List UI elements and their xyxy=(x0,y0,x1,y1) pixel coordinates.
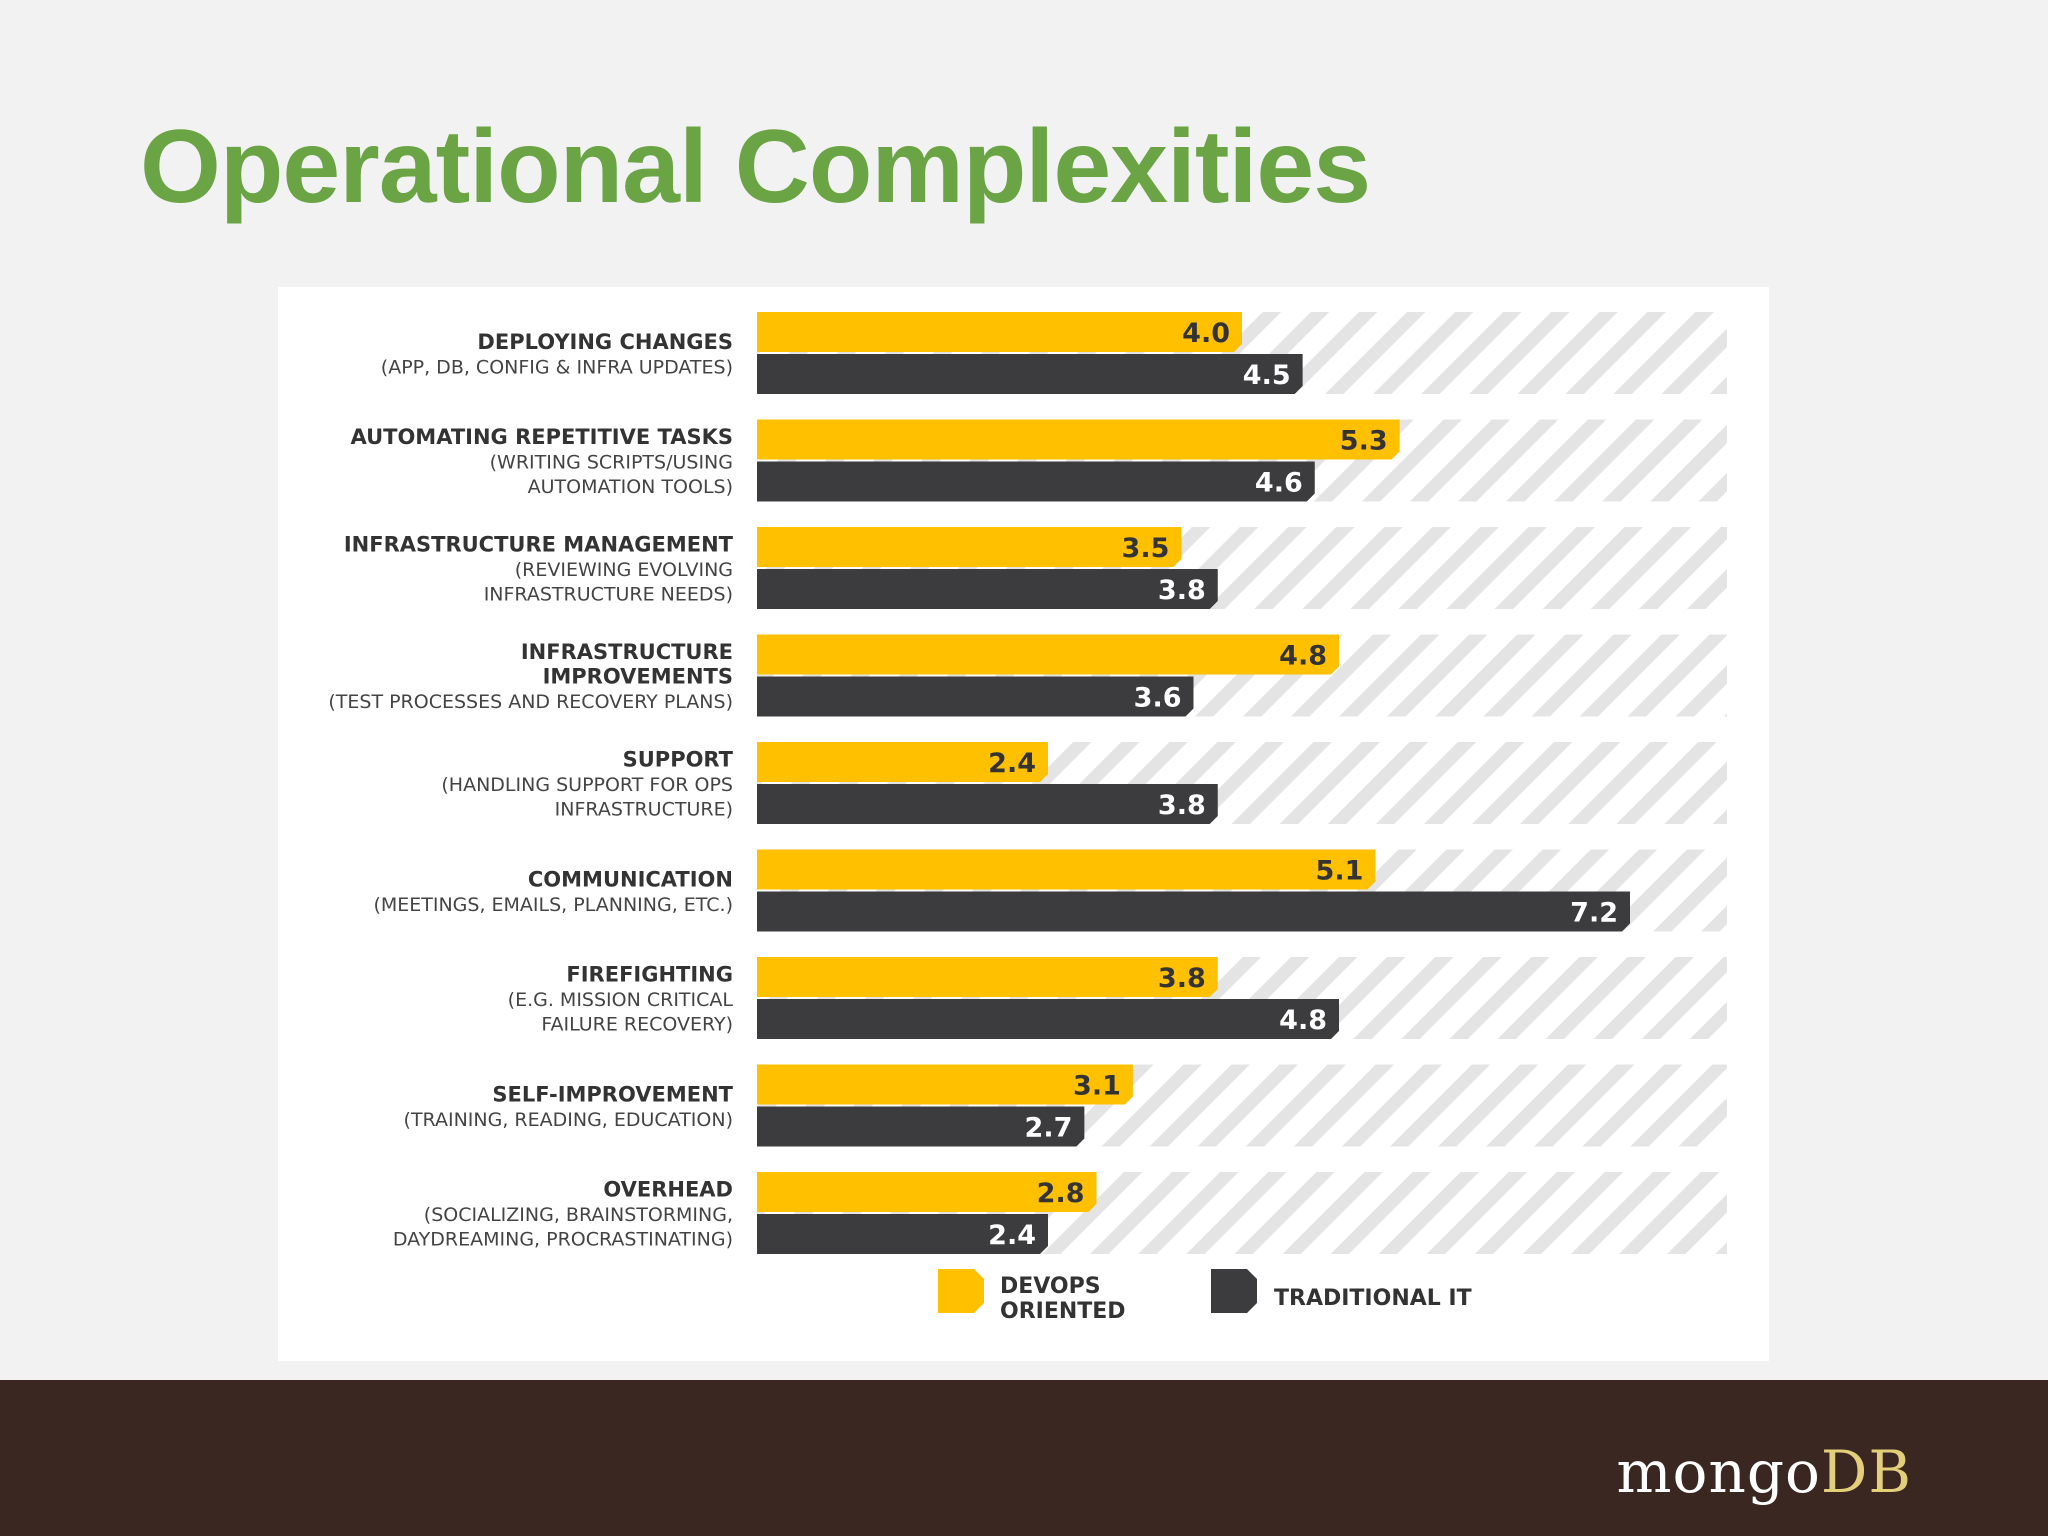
category-title: INFRASTRUCTURE MANAGEMENT xyxy=(344,533,734,557)
devops-value-label: 3.5 xyxy=(1122,533,1170,564)
traditional-bar xyxy=(757,784,1218,824)
traditional-bar xyxy=(757,1214,1048,1254)
traditional-value-label: 3.6 xyxy=(1134,683,1182,714)
category-title: SUPPORT xyxy=(623,748,734,772)
traditional-value-label: 2.7 xyxy=(1025,1113,1073,1144)
traditional-bar xyxy=(757,569,1218,609)
devops-legend-label: DEVOPS xyxy=(1000,1274,1101,1299)
traditional-legend-swatch xyxy=(1211,1269,1257,1313)
traditional-value-label: 4.6 xyxy=(1255,468,1303,499)
category-title: IMPROVEMENTS xyxy=(543,665,733,689)
devops-value-label: 3.1 xyxy=(1073,1071,1121,1102)
traditional-bar xyxy=(757,461,1315,502)
traditional-value-label: 3.8 xyxy=(1158,790,1206,821)
footer-bar: mongoDB xyxy=(0,1380,2048,1536)
category-subtitle: (E.G. MISSION CRITICAL xyxy=(508,989,734,1011)
category-title: COMMUNICATION xyxy=(528,867,733,891)
category-subtitle: (HANDLING SUPPORT FOR OPS xyxy=(441,774,733,796)
traditional-value-label: 4.5 xyxy=(1243,360,1291,391)
devops-legend-label: ORIENTED xyxy=(1000,1299,1126,1324)
category-subtitle: DAYDREAMING, PROCRASTINATING) xyxy=(393,1229,733,1251)
traditional-bar xyxy=(757,891,1630,932)
category-title: OVERHEAD xyxy=(603,1178,733,1202)
category-title: FIREFIGHTING xyxy=(566,963,733,987)
chart-panel: DEPLOYING CHANGES (APP, DB, CONFIG & INFR… xyxy=(278,287,1769,1361)
traditional-value-label: 2.4 xyxy=(988,1220,1036,1251)
devops-bar xyxy=(757,527,1182,567)
devops-value-label: 5.1 xyxy=(1316,856,1364,887)
devops-bar xyxy=(757,419,1400,460)
devops-value-label: 2.4 xyxy=(988,748,1036,779)
traditional-bar xyxy=(757,676,1194,717)
devops-bar xyxy=(757,634,1339,675)
logo-text-mongo: mongo xyxy=(1616,1438,1821,1506)
category-subtitle: (REVIEWING EVOLVING xyxy=(515,559,733,581)
devops-bar xyxy=(757,312,1242,352)
category-title: SELF-IMPROVEMENT xyxy=(492,1082,733,1106)
category-subtitle: (TRAINING, READING, EDUCATION) xyxy=(404,1109,733,1131)
traditional-bar xyxy=(757,1106,1085,1147)
category-subtitle: INFRASTRUCTURE) xyxy=(555,799,733,821)
traditional-legend-label: TRADITIONAL IT xyxy=(1274,1286,1472,1311)
devops-bar xyxy=(757,849,1376,890)
category-subtitle: (TEST PROCESSES AND RECOVERY PLANS) xyxy=(328,691,733,713)
traditional-value-label: 3.8 xyxy=(1158,575,1206,606)
category-subtitle: AUTOMATION TOOLS) xyxy=(528,476,733,498)
traditional-bar xyxy=(757,999,1339,1039)
category-title: AUTOMATING REPETITIVE TASKS xyxy=(350,425,733,449)
devops-bar xyxy=(757,1064,1133,1105)
devops-value-label: 2.8 xyxy=(1037,1178,1085,1209)
category-subtitle: INFRASTRUCTURE NEEDS) xyxy=(484,584,733,606)
mongodb-logo: mongoDB xyxy=(1617,1438,1912,1506)
devops-value-label: 5.3 xyxy=(1340,426,1388,457)
devops-bar xyxy=(757,957,1218,997)
devops-value-label: 4.8 xyxy=(1279,641,1327,672)
slide-title: Operational Complexities xyxy=(140,109,1371,225)
logo-text-db: DB xyxy=(1820,1438,1912,1506)
traditional-value-label: 7.2 xyxy=(1570,898,1618,929)
category-subtitle: (WRITING SCRIPTS/USING xyxy=(490,452,733,474)
devops-value-label: 4.0 xyxy=(1182,318,1230,349)
category-subtitle: (MEETINGS, EMAILS, PLANNING, ETC.) xyxy=(373,894,733,916)
category-title: DEPLOYING CHANGES xyxy=(477,330,733,354)
devops-bar xyxy=(757,1172,1097,1212)
category-subtitle: (APP, DB, CONFIG & INFRA UPDATES) xyxy=(381,356,733,378)
category-subtitle: (SOCIALIZING, BRAINSTORMING, xyxy=(424,1204,733,1226)
devops-legend-swatch xyxy=(938,1269,984,1313)
category-title: INFRASTRUCTURE xyxy=(521,640,733,664)
bar-chart: DEPLOYING CHANGES(APP, DB, CONFIG & INFR… xyxy=(328,312,1727,1324)
category-subtitle: FAILURE RECOVERY) xyxy=(541,1014,733,1036)
devops-bar xyxy=(757,742,1048,782)
traditional-value-label: 4.8 xyxy=(1279,1005,1327,1036)
traditional-bar xyxy=(757,354,1303,394)
devops-value-label: 3.8 xyxy=(1158,963,1206,994)
